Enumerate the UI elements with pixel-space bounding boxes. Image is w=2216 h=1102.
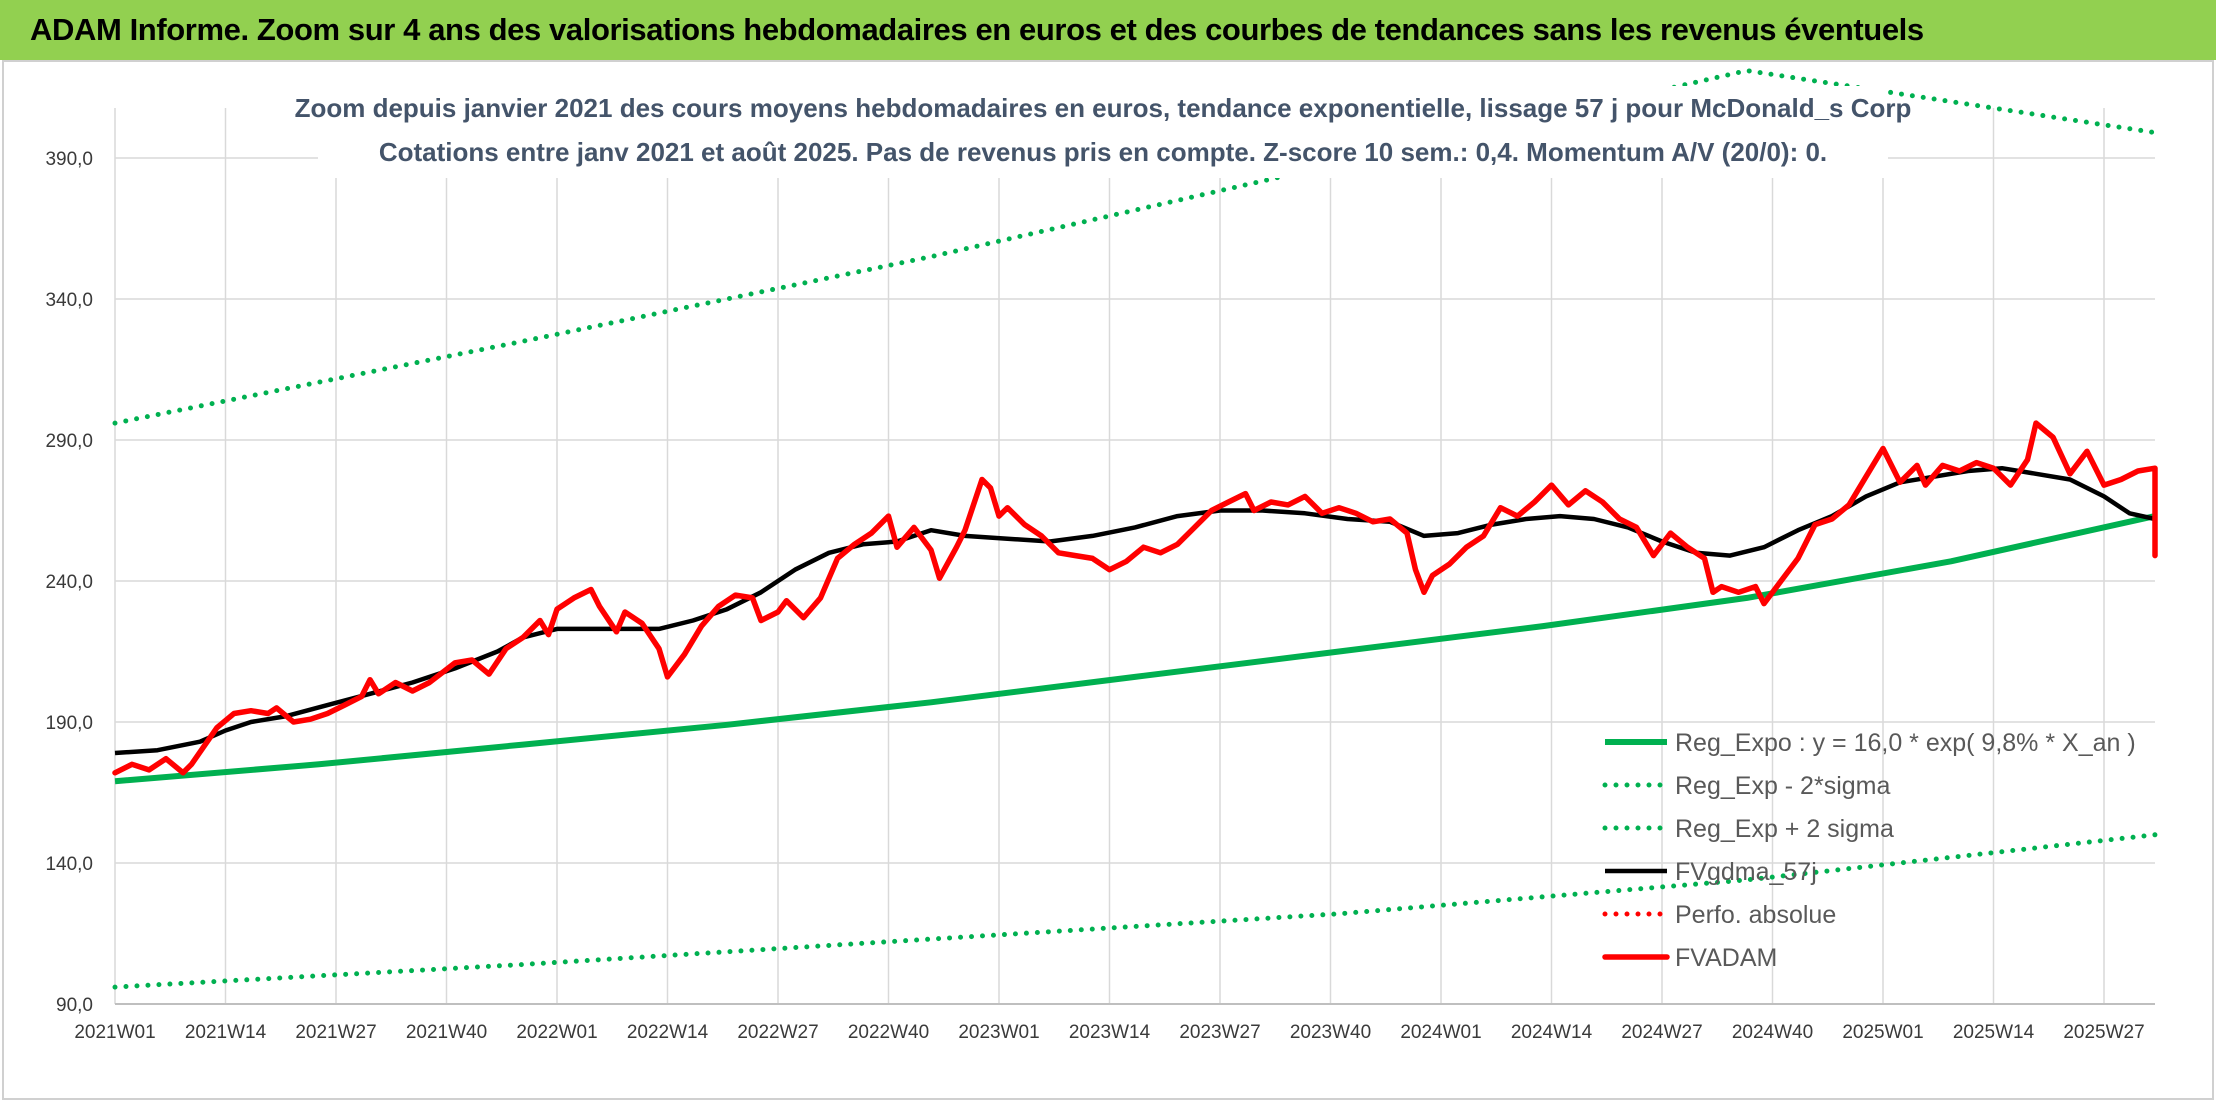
x-tick-label: 2022W14: [627, 1022, 709, 1043]
x-tick-label: 2021W14: [185, 1022, 267, 1043]
y-tick-label: 140,0: [45, 854, 93, 875]
axis-labels: 90,0 140,0 190,0 240,0 290,0 340,0 390,0 2021W0…: [45, 149, 2144, 1043]
x-tick-label: 2023W27: [1179, 1022, 1260, 1043]
y-tick-label: 190,0: [45, 713, 93, 734]
legend: Reg_Expo : y = 16,0 * exp( 9,8% * X_an )…: [1602, 729, 2136, 972]
x-tick-label: 2021W01: [74, 1022, 155, 1043]
y-tick-label: 240,0: [45, 572, 93, 593]
chart-title: Zoom depuis janvier 2021 des cours moyen…: [295, 93, 1912, 123]
title-box: [318, 86, 1888, 178]
x-tick-label: 2022W40: [848, 1022, 929, 1043]
x-tick-label: 2024W01: [1400, 1022, 1481, 1043]
header-banner: ADAM Informe. Zoom sur 4 ans des valoris…: [0, 0, 2216, 60]
series-line-0: [114, 513, 2156, 785]
x-tick-label: 2022W27: [737, 1022, 818, 1043]
chart-frame: 90,0 140,0 190,0 240,0 290,0 340,0 390,0 2021W0…: [0, 60, 2216, 1102]
report-title: ADAM Informe. Zoom sur 4 ans des valoris…: [30, 12, 1924, 47]
x-tick-label: 2023W14: [1069, 1022, 1151, 1043]
x-tick-label: 2024W14: [1511, 1022, 1593, 1043]
y-tick-label: 90,0: [56, 995, 93, 1016]
legend-label: FVgdma_57j: [1675, 858, 1817, 886]
legend-label: Perfo. absolue: [1675, 901, 1836, 929]
chart-subtitle: Cotations entre janv 2021 et août 2025. …: [379, 137, 1827, 167]
x-tick-label: 2021W40: [406, 1022, 487, 1043]
x-tick-label: 2025W27: [2063, 1022, 2144, 1043]
legend-label: Reg_Exp - 2*sigma: [1675, 772, 1890, 800]
y-tick-label: 340,0: [45, 290, 93, 311]
x-tick-label: 2022W01: [516, 1022, 597, 1043]
x-tick-label: 2023W01: [958, 1022, 1039, 1043]
x-tick-label: 2023W40: [1290, 1022, 1371, 1043]
y-tick-label: 290,0: [45, 431, 93, 452]
series-line-1: [112, 832, 2158, 990]
x-tick-label: 2021W27: [295, 1022, 376, 1043]
legend-label: Reg_Exp + 2 sigma: [1675, 815, 1894, 843]
legend-label: FVADAM: [1675, 944, 1777, 972]
series-line-2: [112, 68, 2158, 426]
series-line-5: [112, 420, 2158, 776]
x-tick-label: 2024W27: [1621, 1022, 1702, 1043]
series-layer: [112, 68, 2158, 990]
legend-label: Reg_Expo : y = 16,0 * exp( 9,8% * X_an ): [1675, 729, 2136, 757]
price-chart: 90,0 140,0 190,0 240,0 290,0 340,0 390,0 2021W0…: [2, 60, 2214, 1100]
x-tick-label: 2024W40: [1732, 1022, 1813, 1043]
y-tick-label: 390,0: [45, 149, 93, 170]
x-tick-label: 2025W14: [1953, 1022, 2035, 1043]
x-tick-label: 2025W01: [1842, 1022, 1923, 1043]
